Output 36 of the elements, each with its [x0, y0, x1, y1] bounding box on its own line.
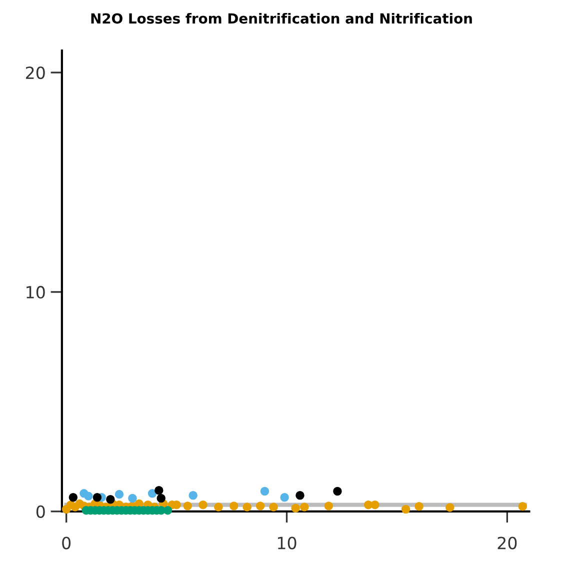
point — [198, 500, 208, 510]
point — [333, 486, 342, 496]
point — [214, 502, 223, 512]
point — [269, 502, 278, 512]
chart-title: N2O Losses from Denitrification and Nitrification — [91, 12, 472, 24]
point — [154, 486, 164, 495]
y-tick-label: 20 — [26, 66, 45, 80]
x-tick-label: 10 — [278, 536, 296, 550]
y-tick-label: 10 — [26, 286, 45, 299]
point — [260, 486, 270, 496]
point — [148, 489, 157, 498]
point — [518, 502, 527, 511]
point — [156, 494, 166, 503]
point — [188, 491, 198, 500]
point — [92, 493, 102, 502]
point — [256, 502, 265, 510]
point — [183, 502, 192, 510]
point — [280, 493, 289, 502]
x-tick-label: 20 — [498, 536, 517, 550]
point — [401, 504, 410, 514]
point — [114, 490, 124, 499]
point — [291, 504, 300, 512]
point — [106, 494, 115, 504]
point — [296, 491, 304, 500]
y-tick-label: 0 — [36, 505, 45, 518]
point — [414, 502, 424, 511]
point — [300, 502, 309, 512]
point — [446, 503, 454, 512]
point — [84, 492, 93, 500]
point — [68, 493, 78, 502]
point — [370, 500, 380, 510]
point — [128, 494, 137, 503]
point — [324, 502, 334, 510]
point — [229, 502, 238, 510]
point — [242, 502, 252, 512]
x-tick-label: 0 — [62, 536, 71, 550]
